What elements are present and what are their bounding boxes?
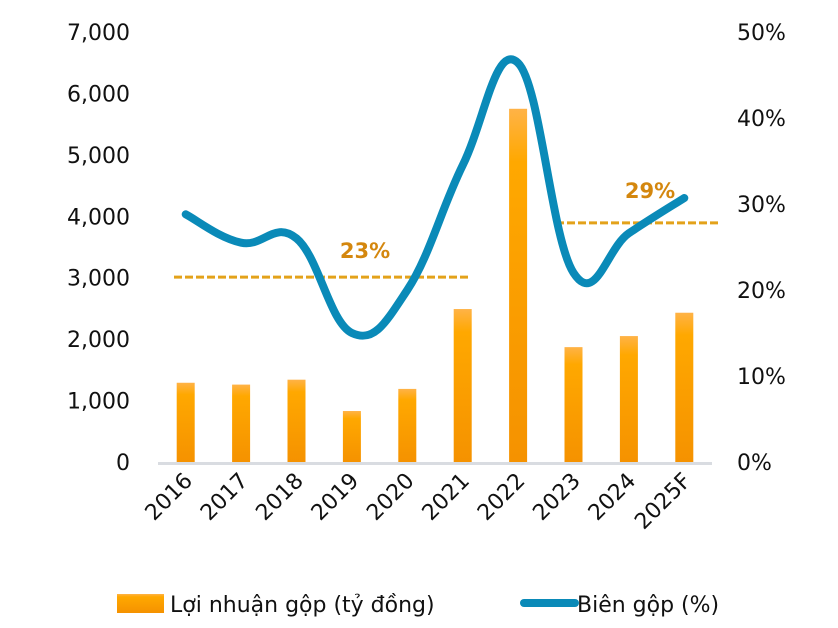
left-tick-label: 1,000 [67,390,130,415]
right-tick-label: 30% [737,193,786,218]
right-tick-label: 50% [737,21,786,46]
right-tick-label: 10% [737,365,786,390]
bar-2025F [675,312,694,462]
reference-label: 29% [625,179,675,203]
left-tick-label: 4,000 [67,205,130,230]
bar-series [176,108,694,463]
left-tick-label: 0 [116,451,130,476]
x-tick-label: 2020 [362,469,419,526]
x-tick-label: 2016 [141,469,198,526]
bar-2024 [619,336,638,462]
x-tick-label: 2019 [307,469,364,526]
x-tick-label: 2021 [418,469,475,526]
legend-label-line: Biên gộp (%) [577,593,719,618]
x-tick-label: 2022 [473,469,530,526]
right-axis: 0% 10% 20% 30% 40% 50% [737,21,786,476]
bar-2020 [398,388,417,462]
bar-2016 [176,382,195,462]
right-tick-label: 40% [737,107,786,132]
bar-2021 [453,309,472,462]
left-tick-label: 3,000 [67,267,130,292]
legend-label-bar: Lợi nhuận gộp (tỷ đồng) [170,593,435,618]
line-series-bien-gop [181,55,689,340]
left-tick-label: 5,000 [67,144,130,169]
left-tick-label: 2,000 [67,328,130,353]
bar-2019 [342,411,361,462]
x-tick-label: 2025F [630,469,696,535]
right-tick-label: 0% [737,451,772,476]
right-tick-label: 20% [737,279,786,304]
left-tick-label: 7,000 [67,21,130,46]
reference-label: 23% [340,239,390,263]
bar-2017 [232,384,251,462]
bar-2023 [564,347,583,462]
x-tick-label: 2023 [528,469,585,526]
bar-2022 [509,108,528,463]
legend-swatch-bar [117,594,164,613]
x-tick-label: 2018 [251,469,308,526]
x-tick-label: 2017 [196,469,253,526]
left-tick-label: 6,000 [67,82,130,107]
x-axis: 2016201720182019202020212022202320242025… [141,469,697,535]
legend: Lợi nhuận gộp (tỷ đồng) Biên gộp (%) [117,593,719,618]
bar-2018 [287,379,306,462]
left-axis: 0 1,000 2,000 3,000 4,000 5,000 6,000 7,000 [67,21,130,476]
